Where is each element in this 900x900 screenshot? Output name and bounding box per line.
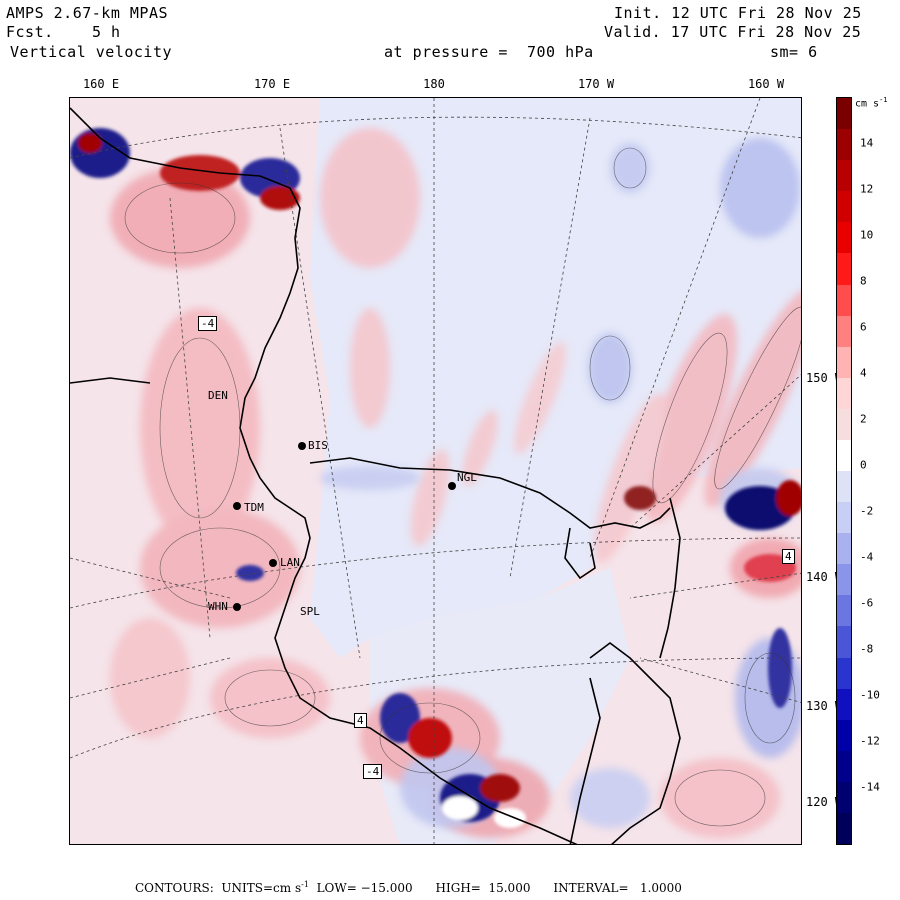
contour-box-label-2: -4	[363, 764, 383, 779]
station-label-whn: WHN	[208, 600, 228, 613]
colorbar-segment	[837, 408, 851, 441]
colorbar-tick-label: 0	[860, 458, 867, 472]
station-label-spl: SPL	[300, 605, 320, 618]
colorbar-segment	[837, 346, 851, 379]
field-name: Vertical velocity	[10, 43, 173, 61]
colorbar-tick-label: 8	[860, 274, 867, 288]
colorbar-segment	[837, 191, 851, 223]
contour-box-label-4: 4	[354, 713, 367, 728]
station-label-bis: BIS	[308, 439, 328, 452]
colorbar-tick-label: 10	[860, 228, 874, 242]
station-dot-bis	[298, 442, 306, 450]
map-panel: BIS NGL TDM LAN WHN DEN SPL -4 -4 4 4	[69, 97, 802, 845]
lon-label-160w: 160 W	[747, 77, 785, 91]
colorbar-segment	[837, 222, 851, 254]
colorbar-tick-label: 14	[860, 136, 874, 150]
colorbar-tick-label: -6	[860, 596, 874, 610]
colorbar-tick-label: -2	[860, 504, 874, 518]
colorbar-tick-label: -12	[860, 734, 880, 748]
station-dot-tdm	[233, 502, 241, 510]
vertical-velocity-map	[70, 98, 801, 844]
colorbar-segment	[837, 377, 851, 410]
colorbar-segment	[837, 471, 851, 503]
pressure-level: at pressure = 700 hPa	[384, 43, 594, 61]
colorbar-units: cm s-1	[855, 96, 888, 110]
contours-units: UNITS=cm s	[221, 881, 302, 895]
colorbar-segment	[837, 750, 851, 783]
lon-label-170w: 170 W	[577, 77, 615, 91]
colorbar-segment	[837, 160, 851, 192]
lon-label-170e: 170 E	[253, 77, 291, 91]
station-label-ngl: NGL	[457, 471, 477, 484]
colorbar-tick-label: -10	[860, 688, 880, 702]
contour-box-label-3: 4	[782, 549, 795, 564]
colorbar-tick-label: 6	[860, 320, 867, 334]
contour-box-label-1: -4	[198, 316, 218, 331]
colorbar	[836, 97, 852, 845]
forecast-label: Fcst.	[6, 23, 54, 41]
coastline	[70, 107, 681, 844]
station-label-den: DEN	[208, 389, 228, 402]
colorbar-segment	[837, 253, 851, 285]
colorbar-tick-label: 4	[860, 366, 867, 380]
colorbar-segment	[837, 812, 851, 845]
contours-high: HIGH= 15.000	[435, 881, 531, 895]
colorbar-tick-label: -8	[860, 642, 874, 656]
colorbar-segment	[837, 98, 851, 130]
colorbar-segment	[837, 533, 851, 565]
colorbar-segment	[837, 439, 851, 472]
colorbar-tick-label: 12	[860, 182, 874, 196]
contours-label: CONTOURS:	[135, 881, 214, 895]
station-dot-lan	[269, 559, 277, 567]
forecast-value: 5 h	[92, 23, 121, 41]
colorbar-segment	[837, 595, 851, 627]
station-label-lan: LAN	[280, 556, 300, 569]
contours-interval: INTERVAL= 1.0000	[553, 881, 682, 895]
colorbar-tick-label: -4	[860, 550, 874, 564]
colorbar-segment	[837, 564, 851, 596]
colorbar-segment	[837, 129, 851, 161]
colorbar-segment	[837, 657, 851, 690]
lon-label-160e: 160 E	[82, 77, 120, 91]
init-time: Init. 12 UTC Fri 28 Nov 25	[614, 4, 862, 22]
colorbar-tick-label: 2	[860, 412, 867, 426]
lon-label-180: 180	[423, 77, 445, 91]
smoothing-value: sm= 6	[770, 43, 818, 61]
colorbar-segment	[837, 284, 851, 317]
station-label-tdm: TDM	[244, 501, 264, 514]
colorbar-segment	[837, 688, 851, 721]
station-dot-ngl	[448, 482, 456, 490]
contours-low: LOW= −15.000	[316, 881, 413, 895]
contour-lines	[124, 147, 801, 827]
colorbar-segment	[837, 315, 851, 348]
valid-time: Valid. 17 UTC Fri 28 Nov 25	[604, 23, 862, 41]
colorbar-segment	[837, 502, 851, 534]
colorbar-segment	[837, 719, 851, 752]
colorbar-tick-label: -14	[860, 780, 880, 794]
station-dot-whn	[233, 603, 241, 611]
model-title: AMPS 2.67-km MPAS	[6, 4, 169, 22]
latitude-circles	[70, 116, 801, 759]
colorbar-segment	[837, 781, 851, 814]
colorbar-segment	[837, 626, 851, 658]
contours-units-exp: -1	[301, 880, 309, 889]
contour-info: CONTOURS: UNITS=cm s-1 LOW= −15.000 HIGH…	[135, 880, 682, 895]
